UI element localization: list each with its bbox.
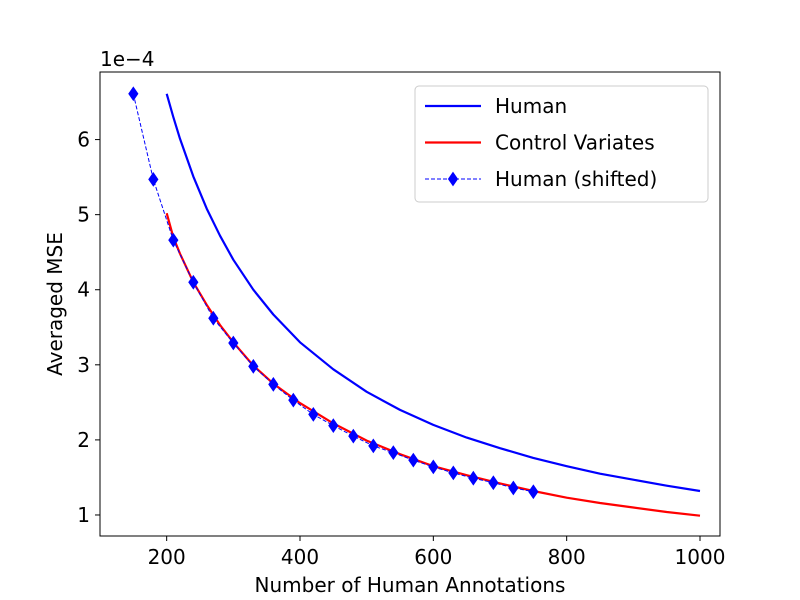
legend-label: Human (shifted) — [495, 167, 657, 191]
legend-entry-control-variates: Control Variates — [425, 131, 655, 155]
data-point-human-shifted — [528, 484, 539, 500]
data-point-human-shifted — [188, 274, 199, 290]
y-tick-label: 3 — [77, 353, 90, 377]
data-point-human-shifted — [308, 406, 319, 422]
data-point-human-shifted — [428, 459, 439, 475]
data-point-human-shifted — [168, 232, 179, 248]
legend-items: Human Control Variates Human (shifted) — [425, 94, 657, 191]
data-point-human-shifted — [208, 310, 219, 326]
x-tick-label: 200 — [148, 545, 186, 569]
y-axis-label: Averaged MSE — [43, 232, 67, 376]
data-point-human-shifted — [448, 465, 459, 481]
axis-ticks: 200 400 600 800 1000 1 2 3 4 5 6 — [77, 128, 725, 569]
data-point-human-shifted — [128, 86, 139, 102]
data-point-human-shifted — [488, 475, 499, 491]
data-point-human-shifted — [468, 470, 479, 486]
legend-entry-human-shifted: Human (shifted) — [425, 167, 657, 191]
data-point-human-shifted — [288, 392, 299, 408]
data-point-human-shifted — [228, 335, 239, 351]
x-tick-label: 1000 — [675, 545, 726, 569]
y-scale-label: 1e−4 — [100, 47, 155, 71]
plot-area — [128, 86, 701, 517]
legend-marker — [447, 171, 459, 187]
data-point-human-shifted — [408, 452, 419, 468]
legend-entry-human: Human — [425, 94, 567, 118]
legend: Human Control Variates Human (shifted) — [414, 85, 709, 203]
axes-frame — [99, 71, 721, 537]
legend-label: Human — [495, 94, 567, 118]
y-tick-label: 2 — [77, 428, 90, 452]
x-axis-label: Number of Human Annotations — [255, 573, 566, 597]
x-tick-label: 800 — [548, 545, 586, 569]
y-tick-label: 1 — [77, 503, 90, 527]
data-point-human-shifted — [148, 171, 159, 187]
data-point-human-shifted — [348, 428, 359, 444]
y-tick-label: 5 — [77, 203, 90, 227]
data-point-human-shifted — [388, 445, 399, 461]
data-point-human-shifted — [328, 418, 339, 434]
series-line-human — [165, 93, 701, 493]
data-point-human-shifted — [248, 358, 259, 374]
data-point-human-shifted — [508, 480, 519, 496]
x-tick-label: 400 — [281, 545, 319, 569]
y-tick-label: 4 — [77, 278, 90, 302]
legend-box — [414, 85, 709, 203]
x-tick-label: 600 — [414, 545, 452, 569]
legend-label: Control Variates — [495, 131, 655, 155]
y-tick-label: 6 — [77, 128, 90, 152]
data-point-human-shifted — [268, 376, 279, 392]
data-point-human-shifted — [368, 438, 379, 454]
